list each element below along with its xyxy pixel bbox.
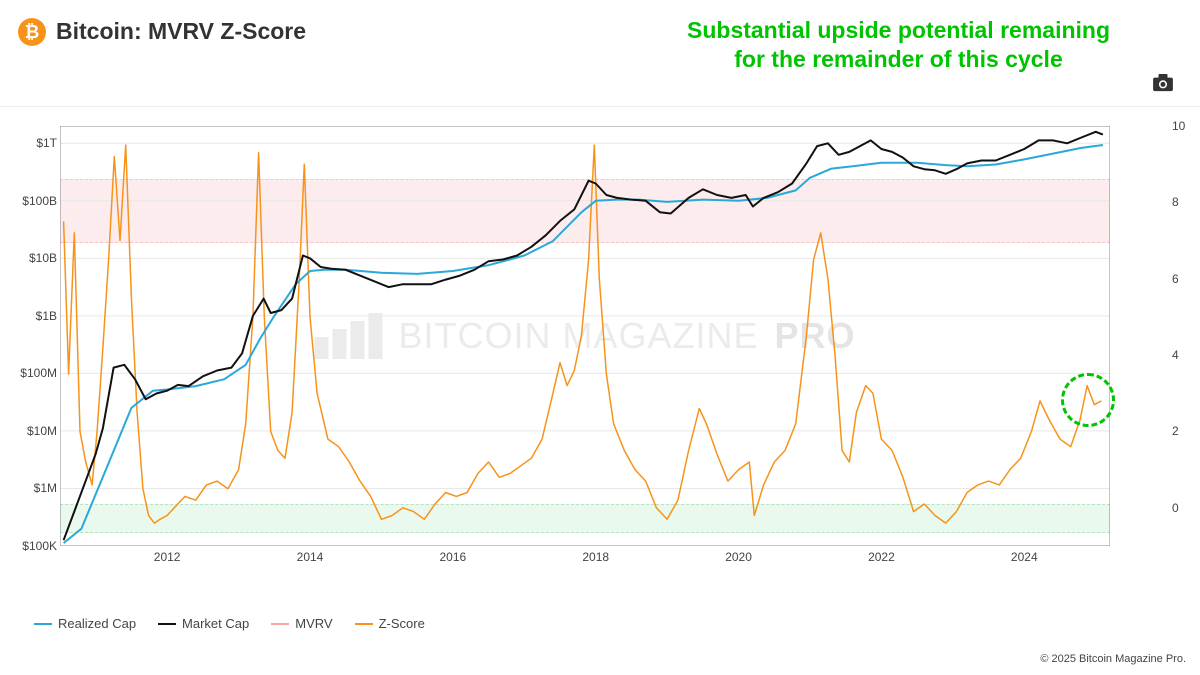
x-tick: 2014 bbox=[297, 550, 324, 564]
legend-label: Market Cap bbox=[182, 616, 249, 631]
series-z-score bbox=[64, 145, 1102, 523]
y-left-tick: $10B bbox=[29, 251, 57, 265]
legend-swatch bbox=[355, 623, 373, 625]
y-right-tick: 8 bbox=[1172, 195, 1179, 209]
y-left-tick: $100K bbox=[22, 539, 57, 553]
x-tick: 2024 bbox=[1011, 550, 1038, 564]
annotation-text: Substantial upside potential remaining f… bbox=[687, 16, 1110, 74]
y-right-tick: 10 bbox=[1172, 119, 1185, 133]
plot-area: BITCOIN MAGAZINE PRO bbox=[60, 126, 1110, 546]
x-tick: 2020 bbox=[725, 550, 752, 564]
legend-swatch bbox=[34, 623, 52, 625]
y-left-tick: $1T bbox=[36, 136, 57, 150]
legend-item[interactable]: Z-Score bbox=[355, 616, 425, 631]
copyright: © 2025 Bitcoin Magazine Pro. bbox=[1040, 653, 1186, 665]
y-left-tick: $100B bbox=[22, 194, 57, 208]
chart-svg bbox=[60, 126, 1110, 546]
legend-item[interactable]: MVRV bbox=[271, 616, 332, 631]
x-tick: 2012 bbox=[154, 550, 181, 564]
x-tick: 2022 bbox=[868, 550, 895, 564]
chart-plot: $100K$1M$10M$100M$1B$10B$100B$1T 0246810… bbox=[60, 126, 1160, 568]
y-right-tick: 0 bbox=[1172, 501, 1179, 515]
y-right-tick: 4 bbox=[1172, 348, 1179, 362]
y-left-tick: $10M bbox=[27, 424, 57, 438]
legend: Realized Cap Market Cap MVRV Z-Score bbox=[34, 616, 425, 631]
camera-icon[interactable] bbox=[1152, 74, 1174, 92]
annotation-line2: for the remainder of this cycle bbox=[687, 45, 1110, 74]
x-tick: 2016 bbox=[439, 550, 466, 564]
legend-swatch bbox=[271, 623, 289, 625]
y-right-tick: 6 bbox=[1172, 272, 1179, 286]
y-right-axis: 0246810 bbox=[1172, 126, 1200, 546]
y-right-tick: 2 bbox=[1172, 424, 1179, 438]
x-axis: 2012 2014 2016 2018 2020 2022 2024 bbox=[60, 550, 1110, 570]
legend-label: Z-Score bbox=[379, 616, 425, 631]
y-left-axis: $100K$1M$10M$100M$1B$10B$100B$1T bbox=[2, 126, 57, 546]
x-tick: 2018 bbox=[582, 550, 609, 564]
legend-label: MVRV bbox=[295, 616, 332, 631]
y-left-tick: $100M bbox=[20, 366, 57, 380]
legend-swatch bbox=[158, 623, 176, 625]
chart-title: Bitcoin: MVRV Z-Score bbox=[56, 18, 306, 45]
legend-item[interactable]: Market Cap bbox=[158, 616, 249, 631]
y-left-tick: $1M bbox=[34, 481, 57, 495]
series-market-cap bbox=[64, 132, 1103, 540]
bitcoin-icon: ₿ bbox=[18, 18, 46, 46]
annotation-line1: Substantial upside potential remaining bbox=[687, 16, 1110, 45]
legend-label: Realized Cap bbox=[58, 616, 136, 631]
y-left-tick: $1B bbox=[36, 309, 57, 323]
legend-item[interactable]: Realized Cap bbox=[34, 616, 136, 631]
header-divider bbox=[0, 106, 1200, 107]
